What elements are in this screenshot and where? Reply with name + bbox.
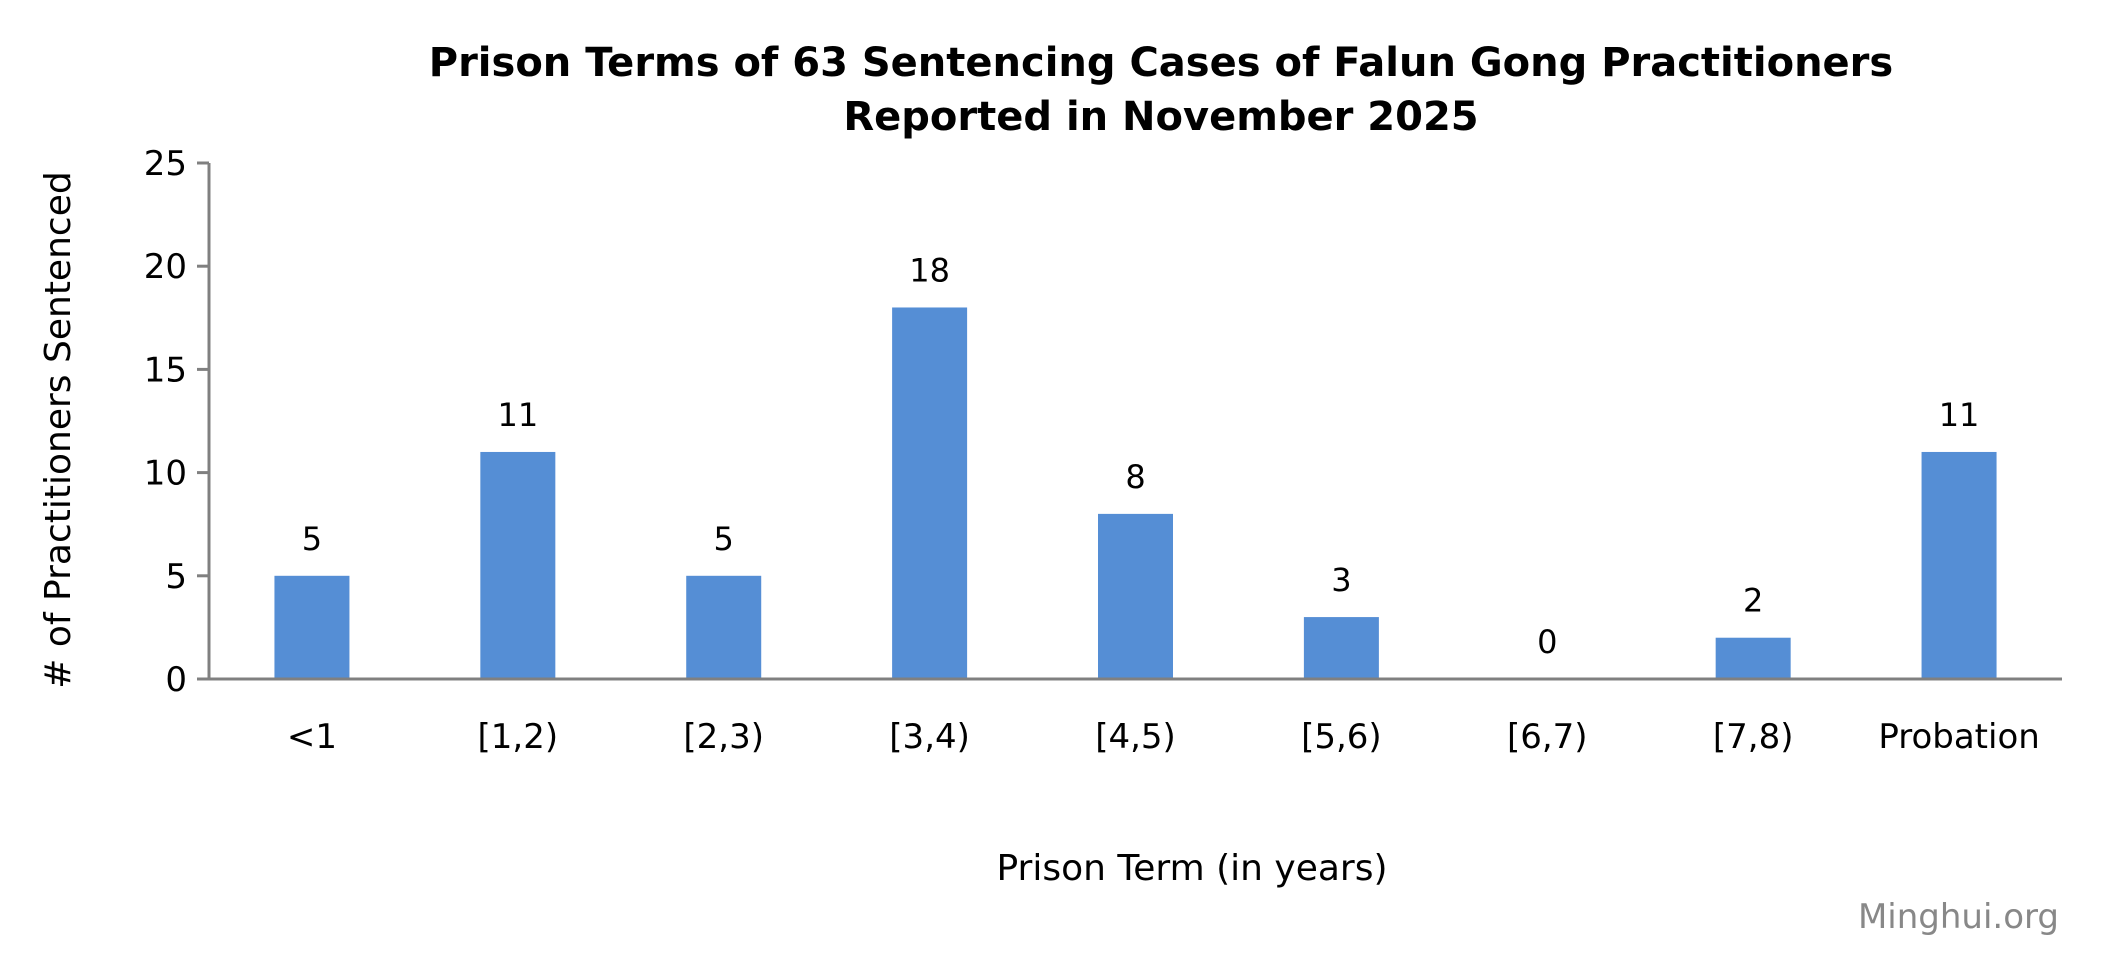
- data-label-2: 5: [714, 520, 734, 558]
- x-axis-label: Prison Term (in years): [996, 848, 1387, 889]
- watermark: Minghui.org: [1858, 897, 2059, 937]
- data-label-8: 11: [1939, 396, 1980, 434]
- x-tick-label-4: [4,5): [1095, 717, 1176, 757]
- y-axis-label: # of Practitioners Sentenced: [38, 171, 79, 688]
- data-label-3: 18: [909, 251, 950, 289]
- chart-title-line-1: Prison Terms of 63 Sentencing Cases of F…: [429, 40, 1893, 86]
- y-tick-label-0: 0: [165, 660, 187, 700]
- x-tick-label-0: <1: [287, 717, 337, 757]
- bar-5: [1303, 617, 1379, 679]
- y-tick-label-5: 5: [165, 557, 187, 597]
- data-label-1: 11: [497, 396, 538, 434]
- x-tick-label-5: [5,6): [1301, 717, 1382, 757]
- y-tick-label-25: 25: [144, 144, 187, 184]
- x-tick-label-7: [7,8): [1713, 717, 1794, 757]
- x-tick-label-1: [1,2): [478, 717, 559, 757]
- plot-area: 5 <1 11 [1,2) 5 [2,3) 18 [3,4) 8 [4,5) 3 [5,6) 0 [6,7…: [144, 144, 2062, 757]
- bar-3: [892, 307, 968, 679]
- x-tick-label-2: [2,3): [683, 717, 764, 757]
- y-tick-label-10: 10: [144, 454, 187, 494]
- data-label-5: 3: [1331, 561, 1351, 599]
- x-tick-label-3: [3,4): [889, 717, 970, 757]
- bar-1: [480, 451, 556, 679]
- bar-8: [1921, 451, 1997, 679]
- x-tick-label-6: [6,7): [1507, 717, 1588, 757]
- bar-4: [1098, 513, 1173, 679]
- y-tick-label-20: 20: [144, 247, 187, 287]
- data-label-7: 2: [1743, 582, 1763, 620]
- x-tick-label-8: Probation: [1878, 717, 2039, 757]
- bar-2: [686, 575, 762, 679]
- data-label-0: 5: [302, 520, 322, 558]
- bar-0: [274, 575, 350, 679]
- chart-title-line-2: Reported in November 2025: [843, 94, 1478, 140]
- y-tick-label-15: 15: [144, 350, 187, 390]
- data-label-4: 8: [1125, 458, 1145, 496]
- bar-7: [1715, 637, 1791, 679]
- data-label-6: 0: [1537, 623, 1557, 661]
